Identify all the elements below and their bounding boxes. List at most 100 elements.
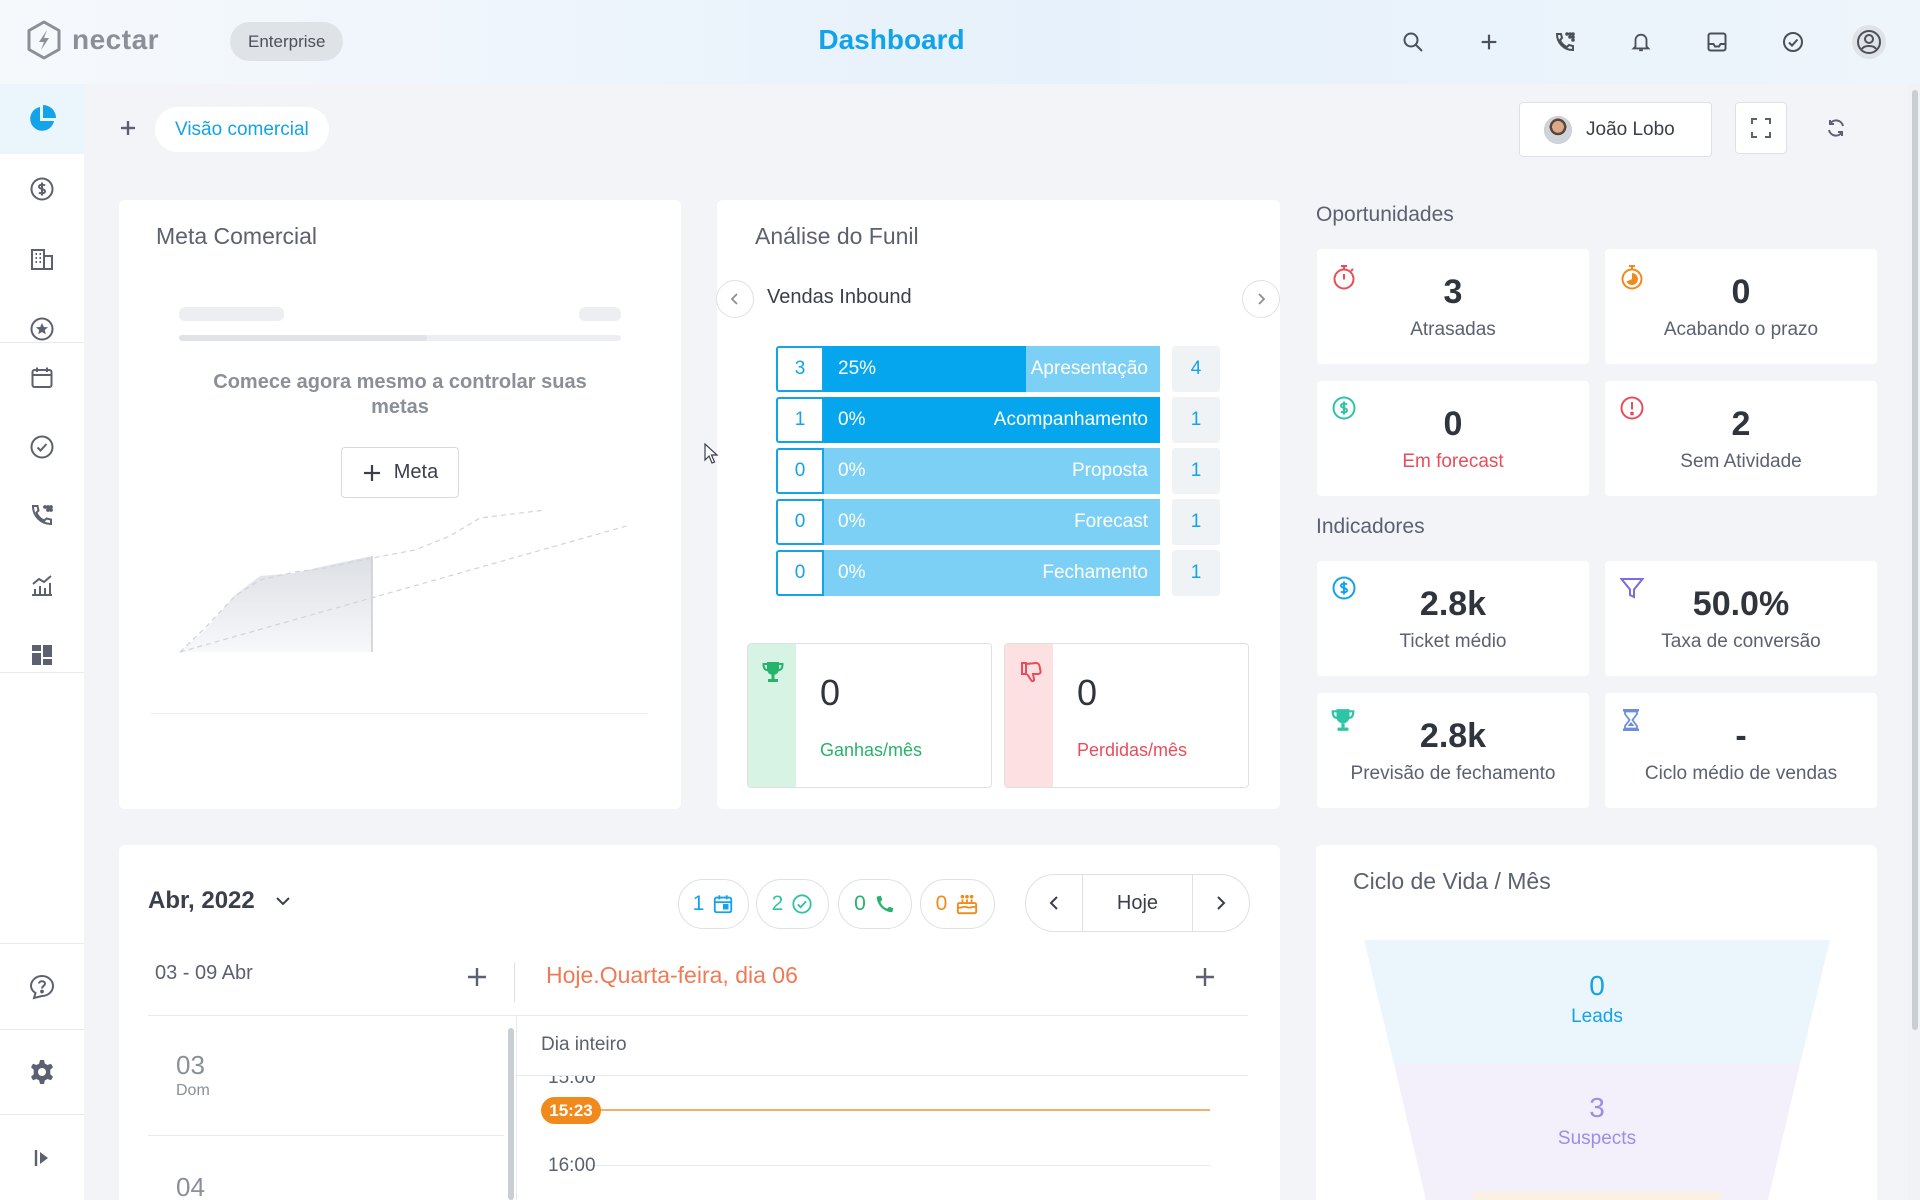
dollar-icon bbox=[1332, 396, 1356, 420]
gear-icon bbox=[31, 1060, 53, 1084]
refresh-button[interactable] bbox=[1810, 102, 1862, 154]
stage-fill bbox=[824, 397, 1160, 443]
stat-card-acabando-prazo[interactable]: 0 Acabando o prazo bbox=[1605, 249, 1877, 364]
add-meta-button[interactable]: Meta bbox=[341, 447, 459, 498]
sidebar-item-companies[interactable] bbox=[0, 224, 84, 294]
lost-strip bbox=[1005, 644, 1053, 787]
stat-card-sem-atividade[interactable]: 2 Sem Atividade bbox=[1605, 381, 1877, 496]
add-button[interactable] bbox=[1458, 22, 1520, 62]
sidebar-divider bbox=[0, 1029, 84, 1030]
time-label: 16:00 bbox=[548, 1155, 596, 1176]
funnel-icon bbox=[1619, 578, 1645, 599]
timer-icon bbox=[1621, 265, 1643, 290]
stat-label: Atrasadas bbox=[1410, 319, 1496, 340]
sidebar-item-tasks[interactable] bbox=[0, 412, 84, 482]
sidebar-item-help[interactable] bbox=[0, 952, 84, 1022]
mouse-cursor-icon bbox=[704, 443, 719, 464]
sidebar-item-calls[interactable] bbox=[0, 480, 84, 550]
profile-button[interactable] bbox=[1838, 22, 1900, 62]
meta-empty-message: Comece agora mesmo a controlar suas meta… bbox=[213, 371, 587, 418]
user-selector[interactable]: João Lobo bbox=[1519, 102, 1712, 157]
notifications-button[interactable] bbox=[1610, 22, 1672, 62]
stage-label: Forecast bbox=[1074, 511, 1148, 532]
indicators-title: Indicadores bbox=[1316, 515, 1425, 538]
day-number[interactable]: 03 bbox=[176, 1050, 205, 1080]
lost-label: Perdidas/mês bbox=[1077, 740, 1188, 760]
sidebar bbox=[0, 84, 84, 1200]
sidebar-item-widgets[interactable] bbox=[0, 620, 84, 690]
sidebar-divider bbox=[0, 672, 84, 673]
stat-card-em-forecast[interactable]: 0 Em forecast bbox=[1317, 381, 1589, 496]
counter-value: 0 bbox=[854, 892, 866, 915]
sidebar-item-reports[interactable] bbox=[0, 550, 84, 620]
chevron-left-icon bbox=[730, 293, 738, 305]
sidebar-divider bbox=[0, 1114, 84, 1115]
funnel-stage-row[interactable]: 0 0% Proposta 1 bbox=[776, 448, 1220, 494]
counter-value: 0 bbox=[935, 892, 948, 915]
counter-birthdays[interactable]: 0 bbox=[920, 879, 995, 929]
sidebar-item-sales[interactable] bbox=[0, 154, 84, 224]
tab-visao-comercial[interactable]: Visão comercial bbox=[155, 107, 329, 152]
search-button[interactable] bbox=[1382, 22, 1444, 62]
sidebar-collapse-button[interactable] bbox=[0, 1123, 84, 1193]
counter-tasks[interactable]: 2 bbox=[756, 879, 829, 929]
lost-card[interactable]: 0 Perdidas/mês bbox=[1004, 643, 1249, 788]
sidebar-item-favorites[interactable] bbox=[0, 294, 84, 364]
trophy-icon bbox=[1331, 709, 1355, 731]
grid-icon bbox=[32, 645, 52, 665]
add-week-event-button[interactable] bbox=[466, 966, 488, 988]
stat-label: Taxa de conversão bbox=[1661, 631, 1821, 652]
stat-card-previsao-fechamento[interactable]: 2.8k Previsão de fechamento bbox=[1317, 693, 1589, 808]
counter-calls[interactable]: 0 bbox=[838, 879, 912, 929]
page-scrollbar[interactable] bbox=[1912, 90, 1918, 1030]
funnel-stage-row[interactable]: 0 0% Fechamento 1 bbox=[776, 550, 1220, 596]
refresh-icon bbox=[1828, 119, 1844, 137]
sidebar-item-calendar[interactable] bbox=[0, 343, 84, 413]
fullscreen-button[interactable] bbox=[1735, 102, 1787, 154]
stat-card-ticket-medio[interactable]: 2.8k Ticket médio bbox=[1317, 561, 1589, 676]
stat-card-ciclo-medio[interactable]: - Ciclo médio de vendas bbox=[1605, 693, 1877, 808]
funnel-stage-row[interactable]: 1 0% Acompanhamento 1 bbox=[776, 397, 1220, 443]
calendar-divider bbox=[514, 962, 515, 1002]
stat-value: 0 bbox=[1443, 405, 1463, 443]
funnel-level-next bbox=[1472, 1192, 1722, 1200]
chevron-right-icon bbox=[1217, 896, 1226, 910]
add-day-event-button[interactable] bbox=[1194, 966, 1216, 988]
funnel-stage-row[interactable]: 3 25% Apresentação 4 bbox=[776, 346, 1220, 392]
search-icon bbox=[1403, 32, 1423, 52]
won-card[interactable]: 0 Ganhas/mês bbox=[747, 643, 992, 788]
today-button[interactable]: Hoje bbox=[1082, 875, 1193, 931]
alert-icon bbox=[1620, 396, 1644, 420]
logo[interactable]: nectar bbox=[24, 20, 159, 60]
counter-events[interactable]: 1 bbox=[678, 879, 749, 929]
lifecycle-value: 0 bbox=[1589, 970, 1605, 1001]
calendar-next-button[interactable] bbox=[1193, 875, 1249, 931]
week-range: 03 - 09 Abr bbox=[155, 962, 253, 984]
funnel-prev-button[interactable] bbox=[716, 280, 754, 318]
month-selector[interactable]: Abr, 2022 bbox=[148, 887, 291, 915]
inbox-button[interactable] bbox=[1686, 22, 1748, 62]
stage-total: 1 bbox=[1172, 397, 1220, 443]
stat-value: 2.8k bbox=[1419, 717, 1487, 755]
stat-value: 2.8k bbox=[1419, 585, 1487, 623]
day-name: Dom bbox=[176, 1082, 210, 1099]
stat-card-atrasadas[interactable]: 3 Atrasadas bbox=[1317, 249, 1589, 364]
star-circle-icon bbox=[30, 317, 54, 341]
sidebar-item-settings[interactable] bbox=[0, 1037, 84, 1107]
calls-button[interactable] bbox=[1534, 22, 1596, 62]
chevron-right-icon bbox=[1258, 293, 1266, 305]
stage-percent: 0% bbox=[838, 409, 866, 430]
day-number[interactable]: 04 bbox=[176, 1172, 205, 1200]
add-meta-label: Meta bbox=[393, 461, 439, 483]
funnel-next-button[interactable] bbox=[1242, 280, 1280, 318]
week-scrollbar[interactable] bbox=[508, 1028, 514, 1200]
sidebar-item-dashboard[interactable] bbox=[0, 84, 84, 154]
stage-bar: 0% Proposta bbox=[824, 448, 1160, 494]
user-circle-icon bbox=[1852, 25, 1886, 59]
stat-card-taxa-conversao[interactable]: 50.0% Taxa de conversão bbox=[1605, 561, 1877, 676]
tasks-button[interactable] bbox=[1762, 22, 1824, 62]
calendar-prev-button[interactable] bbox=[1026, 875, 1082, 931]
stage-percent: 0% bbox=[838, 460, 866, 481]
funnel-stage-row[interactable]: 0 0% Forecast 1 bbox=[776, 499, 1220, 545]
add-view-button[interactable] bbox=[116, 116, 140, 140]
